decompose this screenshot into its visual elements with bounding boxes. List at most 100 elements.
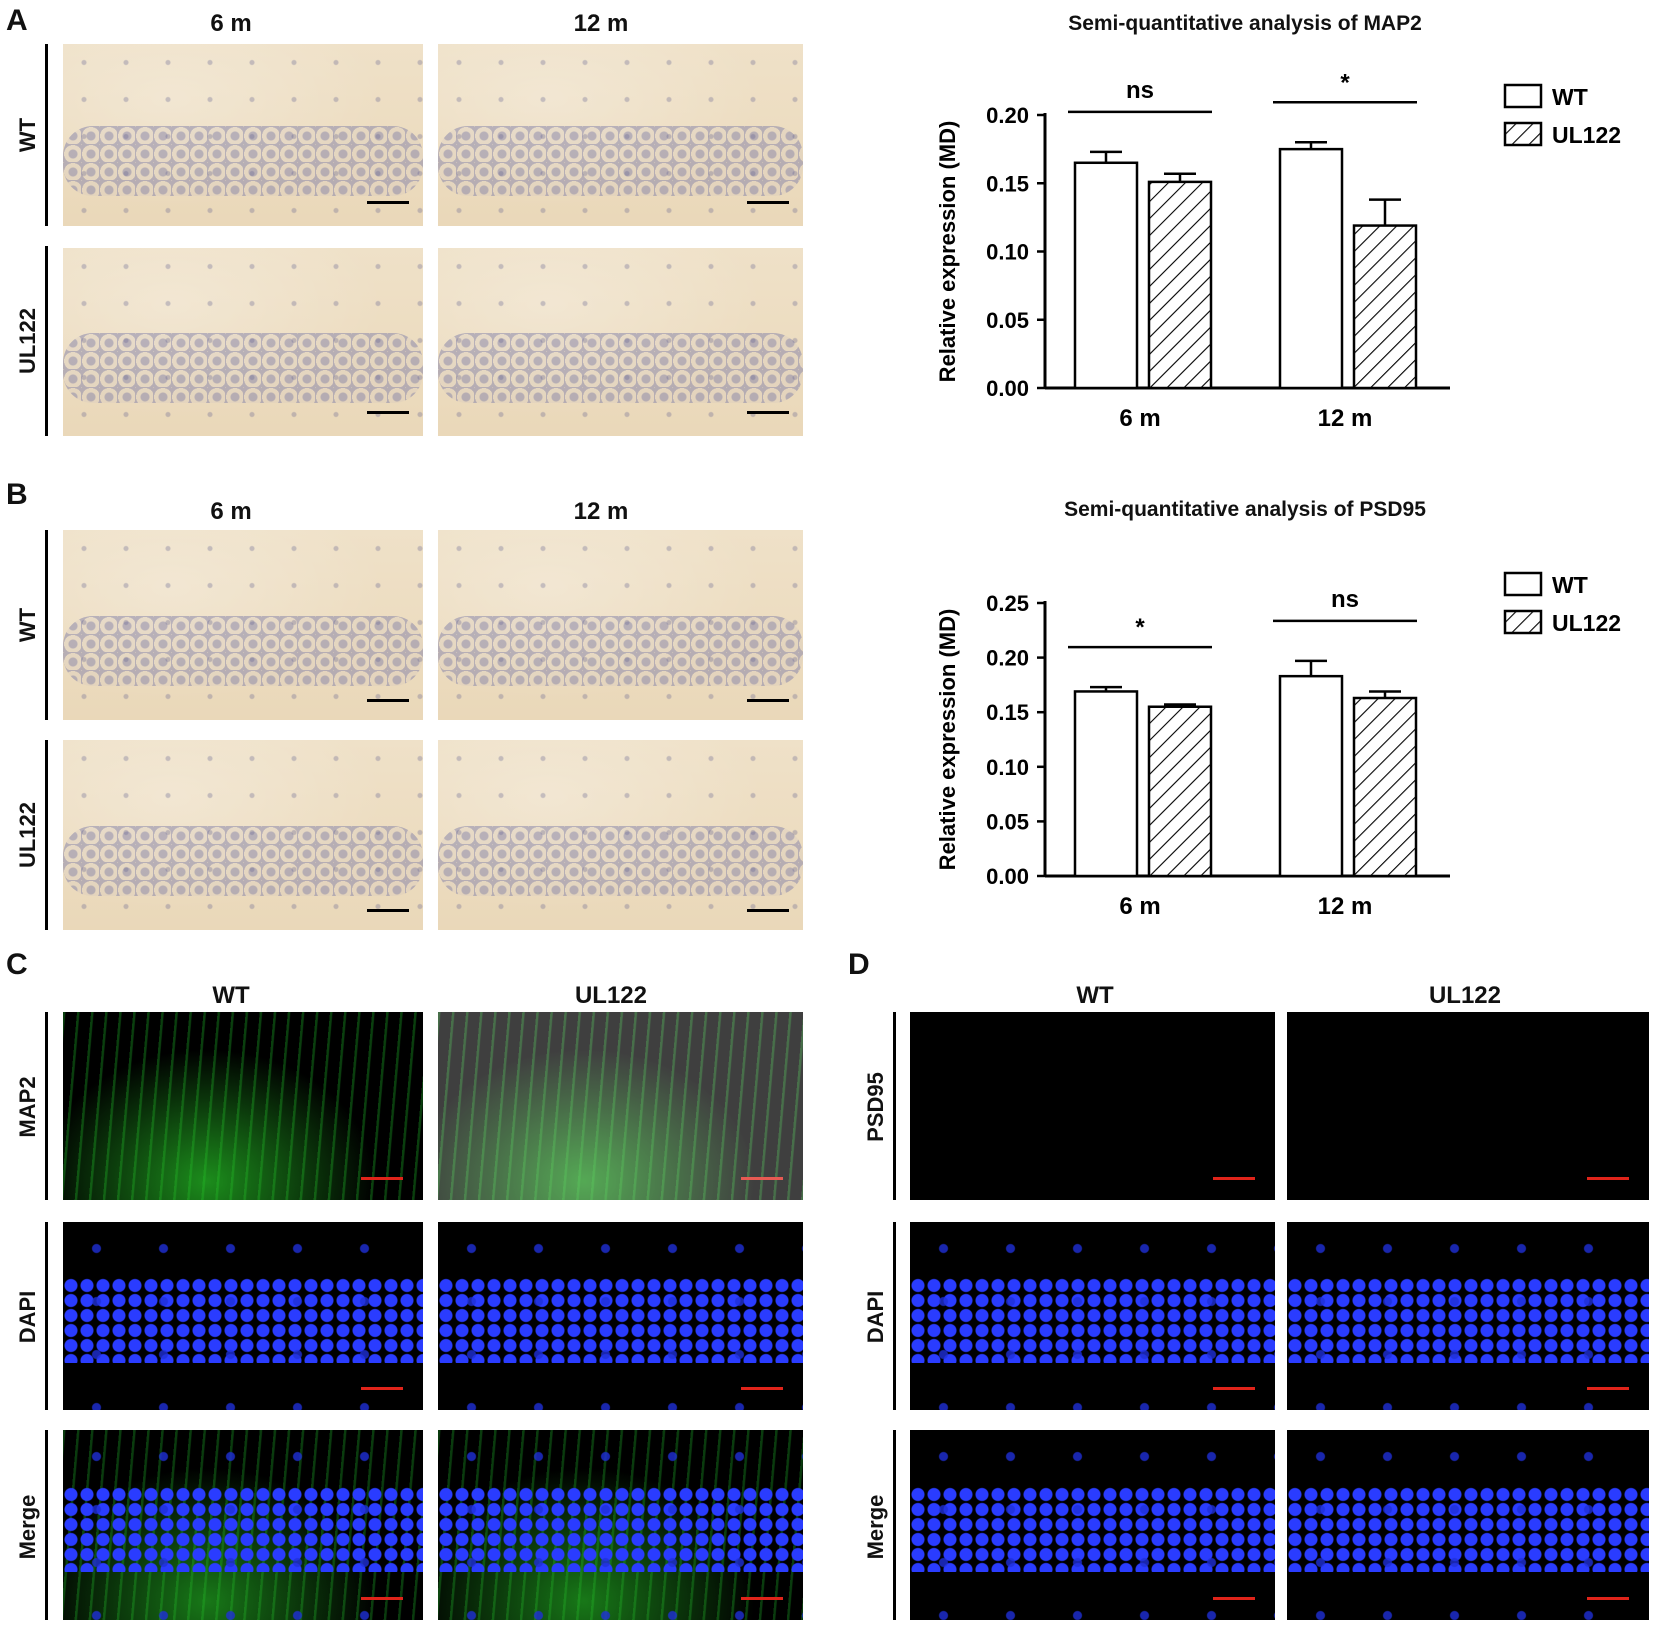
panel-b-row-label-wt: WT [15,607,40,643]
scale-bar [741,1387,783,1390]
panel-a-row-label-ul122: UL122 [15,307,40,375]
micrograph-a-ul122-12m [438,248,803,436]
panel-d-col-head-ul122: UL122 [1428,982,1502,1009]
panel-d-row-bar-psd95 [893,1012,896,1200]
micrograph-c-wt-map2 [63,1012,423,1200]
panel-d-row-bar-dapi [893,1222,896,1410]
scale-bar [1213,1387,1255,1390]
panel-c-col-head-ul122: UL122 [574,982,648,1009]
scale-bar [747,411,789,414]
scale-bar [747,909,789,912]
micrograph-c-ul122-map2 [438,1012,803,1200]
panel-b-row-label-ul122: UL122 [15,801,40,869]
bar-wt-0 [1073,690,1139,878]
y-tick-label: 0.15 [986,700,1029,725]
y-tick-label: 0.05 [986,308,1029,333]
micrograph-d-wt-dapi [910,1222,1275,1410]
chart-b-psd95: 0.00 0.05 0.10 0.15 0.20 0.25 Relative express… [935,571,1621,920]
significance-label: ns [1126,77,1154,104]
chart-b-title: Semi-quantitative analysis of PSD95 [1064,498,1426,521]
scale-bar [367,699,409,702]
scale-bar [1587,1177,1629,1180]
chart-a-map2: 0.00 0.05 0.10 0.15 0.20 Relative expression … [935,69,1621,432]
panel-c-row-bar-dapi [45,1222,48,1410]
panel-a-col-head-12m: 12 m [573,10,629,37]
micrograph-a-wt-6m [63,44,423,226]
legend-swatch-wt [1503,83,1543,109]
scale-bar [1213,1177,1255,1180]
micrograph-b-wt-12m [438,530,803,720]
legend-label-ul122: UL122 [1552,610,1621,636]
panel-b-row-bar-ul122 [45,740,48,930]
significance-label: ns [1331,586,1359,613]
panel-b-col-head-12m: 12 m [573,498,629,525]
y-tick-label: 0.20 [986,646,1029,671]
legend-label-wt: WT [1552,84,1588,110]
panel-a-row-bar-wt [45,44,48,226]
micrograph-b-wt-6m [63,530,423,720]
panel-c-row-bar-merge [45,1430,48,1620]
legend-swatch-ul122 [1503,609,1543,635]
y-tick-label: 0.10 [986,240,1029,265]
panel-d-col-head-wt: WT [1076,982,1114,1009]
micrograph-d-wt-psd95 [910,1012,1275,1200]
scale-bar [747,201,789,204]
scale-bar [741,1597,783,1600]
bar-wt-0 [1073,161,1139,390]
panel-letter-c: C [6,948,28,981]
micrograph-c-ul122-merge [438,1430,803,1620]
y-tick-label: 0.25 [986,591,1029,616]
panel-c-row-bar-map2 [45,1012,48,1200]
scale-bar [367,909,409,912]
micrograph-c-wt-dapi [63,1222,423,1410]
x-tick-label: 12 m [1318,893,1373,920]
scale-bar [361,1177,403,1180]
y-tick-label: 0.15 [986,171,1029,196]
significance-label: * [1340,69,1350,96]
legend-label-ul122: UL122 [1552,122,1621,148]
scale-bar [1587,1597,1629,1600]
scale-bar [747,699,789,702]
panel-d-row-label-dapi: DAPI [863,1290,888,1344]
scale-bar [367,411,409,414]
bar-ul122-1 [1352,224,1418,390]
y-tick-label: 0.10 [986,755,1029,780]
panel-a-col-head-6m: 6 m [210,10,252,37]
scale-bar [741,1177,783,1180]
panel-c-row-label-merge: Merge [15,1494,40,1560]
y-tick-label: 0.20 [986,103,1029,128]
micrograph-d-wt-merge [910,1430,1275,1620]
panel-b-col-head-6m: 6 m [210,498,252,525]
panel-a-row-label-wt: WT [15,117,40,153]
x-tick-label: 6 m [1119,405,1160,432]
bar-ul122-1 [1352,696,1418,878]
y-tick-label: 0.05 [986,809,1029,834]
micrograph-a-ul122-6m [63,248,423,436]
panel-c-row-label-map2: MAP2 [15,1076,40,1138]
panel-c-row-label-dapi: DAPI [15,1290,40,1344]
scale-bar [361,1387,403,1390]
scale-bar [1587,1387,1629,1390]
y-axis-label: Relative expression (MD) [935,609,960,871]
panel-d-row-bar-merge [893,1430,896,1620]
bar-ul122-0 [1147,180,1213,390]
micrograph-a-wt-12m [438,44,803,226]
legend-swatch-wt [1503,571,1543,597]
significance-label: * [1135,614,1145,641]
micrograph-d-ul122-psd95 [1287,1012,1649,1200]
panel-c-col-head-wt: WT [212,982,250,1009]
panel-letter-b: B [6,478,28,511]
legend-label-wt: WT [1552,572,1588,598]
chart-a-title: Semi-quantitative analysis of MAP2 [1068,12,1422,35]
micrograph-c-wt-merge [63,1430,423,1620]
micrograph-d-ul122-dapi [1287,1222,1649,1410]
x-tick-label: 12 m [1318,405,1373,432]
y-axis-label: Relative expression (MD) [935,121,960,383]
panel-letter-a: A [6,4,28,37]
panel-a-row-bar-ul122 [45,246,48,436]
micrograph-b-ul122-6m [63,740,423,930]
panel-b-row-bar-wt [45,530,48,720]
panel-d-row-label-merge: Merge [863,1494,888,1560]
scale-bar [361,1597,403,1600]
bar-wt-1 [1278,147,1344,390]
